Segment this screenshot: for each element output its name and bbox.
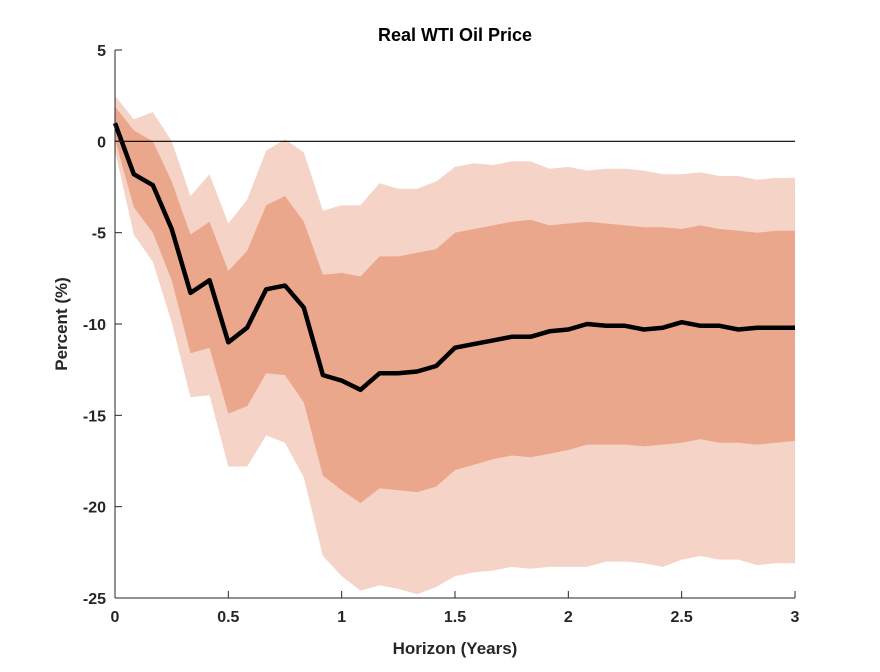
x-tick-label: 3	[791, 609, 800, 626]
y-tick-label: -15	[83, 408, 106, 425]
chart-title: Real WTI Oil Price	[378, 25, 532, 45]
axes	[114, 49, 796, 599]
y-tick-label: -20	[83, 500, 106, 517]
y-tick-label: -25	[83, 591, 106, 608]
x-tick-label: 0.5	[217, 609, 239, 626]
x-tick-label: 1.5	[444, 609, 466, 626]
plot-area	[112, 95, 795, 595]
tick-labels: 5 0 -5 -10 -15 -20 -25 0 0.5 1 1.5 2 2.5 3	[83, 43, 800, 626]
y-tick-label: 5	[97, 43, 106, 60]
y-axis-label: Percent (%)	[52, 277, 71, 371]
x-tick-label: 1	[337, 609, 346, 626]
x-tick-label: 2.5	[671, 609, 693, 626]
median-line	[112, 122, 795, 393]
y-tick-label: -10	[83, 317, 106, 334]
y-tick-label: -5	[92, 226, 106, 243]
x-tick-label: 0	[111, 609, 120, 626]
y-tick-label: 0	[97, 134, 106, 151]
x-tick-label: 2	[564, 609, 573, 626]
inner-confidence-band	[115, 106, 795, 503]
x-axis-label: Horizon (Years)	[393, 639, 518, 658]
